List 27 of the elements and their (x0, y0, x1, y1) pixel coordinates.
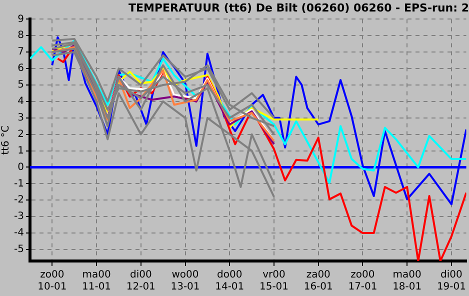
y-tick-label: 1 (18, 145, 24, 156)
x-tick-label: wo00 13-01 (170, 270, 200, 293)
y-tick-label: -1 (14, 178, 24, 190)
y-tick-label: 5 (18, 80, 24, 91)
y-tick-label: 0 (18, 162, 24, 173)
x-tick-label: di00 12-01 (126, 270, 156, 293)
x-tick-label: ma00 11-01 (82, 270, 112, 293)
x-tick-label: za00 16-01 (304, 270, 333, 293)
y-tick-label: 9 (18, 14, 24, 25)
chart-title: TEMPERATUUR (tt6) De Bilt (06260) 06260 - EPS-run: 2 (128, 1, 469, 14)
y-tick-label: -4 (14, 228, 24, 239)
x-tick-label: ma00 18-01 (392, 270, 422, 293)
y-tick-label: 8 (18, 30, 24, 42)
y-tick-label: -5 (14, 244, 24, 256)
y-tick-label: 3 (18, 112, 24, 124)
y-tick-label: 4 (18, 96, 24, 108)
x-tick-label: vr00 15-01 (259, 270, 289, 293)
y-tick-label: -3 (14, 211, 24, 222)
y-tick-label: 2 (18, 128, 24, 140)
y-tick-label: 6 (18, 63, 24, 74)
x-tick-label: zo00 10-01 (38, 270, 67, 293)
y-tick-label: 7 (18, 46, 24, 58)
x-tick-label: do00 14-01 (215, 270, 244, 293)
x-tick-label: zo00 17-01 (348, 270, 378, 293)
y-axis-title: tt6 °C (0, 125, 12, 155)
y-tick-label: -2 (14, 194, 24, 206)
x-tick-label: di00 19-01 (436, 270, 466, 293)
